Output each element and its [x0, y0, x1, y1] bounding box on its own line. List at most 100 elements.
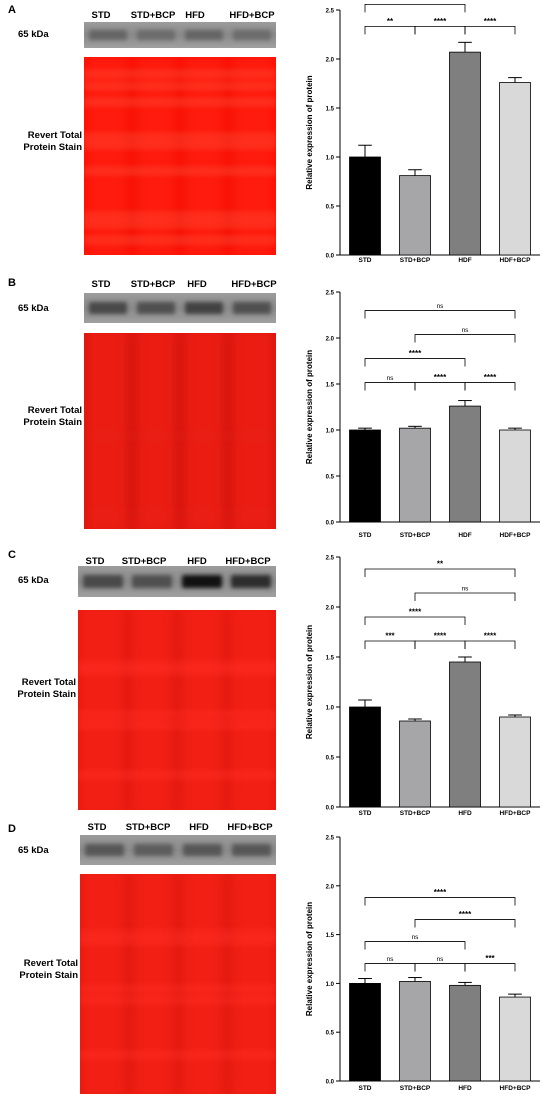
lane-label-std-bcp: STD+BCP: [130, 279, 176, 290]
y-tick-label: 1.0: [326, 156, 335, 162]
stain-band-row: [84, 509, 276, 520]
bracket-line: [414, 592, 516, 601]
protein-band: [132, 575, 173, 588]
protein-band: [181, 575, 222, 588]
y-tick-label: 2.0: [326, 606, 335, 612]
stain-label-line1: Revert Total: [21, 677, 76, 688]
total-protein-stain-image: [84, 57, 276, 255]
stain-band-row: [84, 80, 276, 91]
stain-band-row: [84, 165, 276, 176]
lane-label-std-bcp: STD+BCP: [121, 556, 167, 567]
significance-bracket: ****: [464, 632, 516, 649]
stain-lane-gap: [127, 874, 131, 1094]
significance-label: **: [387, 17, 394, 26]
stain-band-row: [84, 68, 276, 79]
stain-lane: [133, 610, 172, 810]
protein-band: [184, 302, 224, 314]
protein-band: [136, 302, 176, 314]
significance-bracket: ****: [364, 0, 466, 13]
significance-bracket: ***: [464, 954, 516, 972]
panel-label: C: [8, 549, 16, 561]
y-axis-label: Relative expression of protein: [305, 75, 314, 189]
western-blot-strip: [84, 22, 276, 48]
stain-lane: [185, 333, 223, 529]
y-axis-label: Relative expression of protein: [305, 902, 314, 1016]
lane-label-hfd-bcp: HFD+BCP: [225, 556, 271, 567]
significance-bracket: **: [364, 560, 516, 577]
y-tick-label: 0.5: [326, 205, 335, 211]
bar: [349, 429, 381, 523]
y-tick-label: 1.0: [326, 982, 335, 988]
bracket-line: [414, 382, 466, 391]
stain-band-row: [84, 431, 276, 441]
y-tick-label: 2.5: [326, 291, 335, 297]
significance-bracket: ns: [364, 934, 466, 950]
significance-label: ****: [434, 632, 447, 641]
stain-band-row: [80, 1050, 276, 1060]
bracket-line: [364, 382, 416, 391]
bar: [499, 429, 531, 523]
bracket-line: [364, 358, 466, 367]
stain-lane-gap: [224, 610, 229, 810]
protein-band: [88, 29, 128, 41]
total-protein-stain-image: [84, 333, 276, 529]
x-tick-label: HDF: [458, 257, 471, 264]
lane-label-std: STD: [85, 556, 105, 567]
bracket-line: [364, 963, 416, 972]
significance-bracket: ****: [414, 632, 466, 649]
stain-label-line2: Protein Stain: [23, 417, 82, 428]
significance-label: ****: [484, 17, 497, 26]
x-tick-label: HFD+BCP: [500, 1085, 532, 1092]
bracket-line: [364, 310, 516, 319]
significance-label: ****: [434, 17, 447, 26]
significance-label: ****: [459, 910, 472, 919]
stain-lane: [183, 874, 222, 1094]
bracket-line: [464, 382, 516, 391]
bar: [449, 405, 481, 523]
significance-label: ****: [409, 349, 422, 358]
bracket-line: [364, 640, 416, 649]
x-tick-label: STD+BCP: [400, 257, 431, 264]
y-tick-label: 0.0: [326, 521, 335, 527]
kda-marker-label: 65 kDa: [18, 303, 49, 314]
stain-lane-gap: [178, 333, 182, 529]
y-axis-label: Relative expression of protein: [305, 350, 314, 464]
significance-bracket: ns: [414, 586, 516, 601]
bracket-line: [364, 941, 466, 950]
significance-bracket: **: [364, 17, 416, 35]
stain-band-row: [80, 935, 276, 946]
bracket-line: [414, 919, 516, 928]
bracket-line: [414, 334, 516, 343]
bar: [449, 984, 481, 1082]
stain-lane-gap: [125, 610, 130, 810]
stain-band-row: [78, 770, 276, 780]
bar-chart: 0.0 0.5 1.0 1.5 2.0 2.5 Relative expression of…: [305, 836, 540, 1092]
bracket-line: [364, 3, 466, 13]
y-tick-label: 0.0: [326, 254, 335, 260]
significance-label: **: [437, 560, 444, 569]
stain-lane: [83, 610, 122, 810]
bracket-line: [464, 963, 516, 972]
bar: [399, 981, 431, 1082]
x-tick-label: STD+BCP: [400, 810, 431, 817]
stain-lane-gap: [226, 57, 230, 255]
protein-band: [232, 29, 272, 41]
significance-label: ****: [434, 888, 447, 897]
significance-bracket: ns: [414, 956, 466, 972]
x-tick-label: HDF: [458, 532, 471, 539]
kda-marker-label: 65 kDa: [18, 575, 49, 586]
stain-label-line2: Protein Stain: [17, 689, 76, 700]
y-tick-label: 1.5: [326, 933, 335, 939]
bar: [349, 982, 381, 1082]
y-tick-label: 2.0: [326, 58, 335, 64]
bar: [499, 996, 531, 1082]
total-protein-stain-image: [78, 610, 276, 810]
protein-band: [232, 302, 272, 314]
stain-band-row: [78, 660, 276, 670]
bar: [349, 706, 381, 808]
kda-marker-label: 65 kDa: [18, 845, 49, 856]
y-tick-label: 1.0: [326, 706, 335, 712]
panel-d: D STD STD+BCP HFD HFD+BCP 65 kDa Revert …: [0, 815, 550, 1101]
western-blot-strip: [80, 835, 276, 865]
x-tick-label: STD+BCP: [400, 532, 431, 539]
